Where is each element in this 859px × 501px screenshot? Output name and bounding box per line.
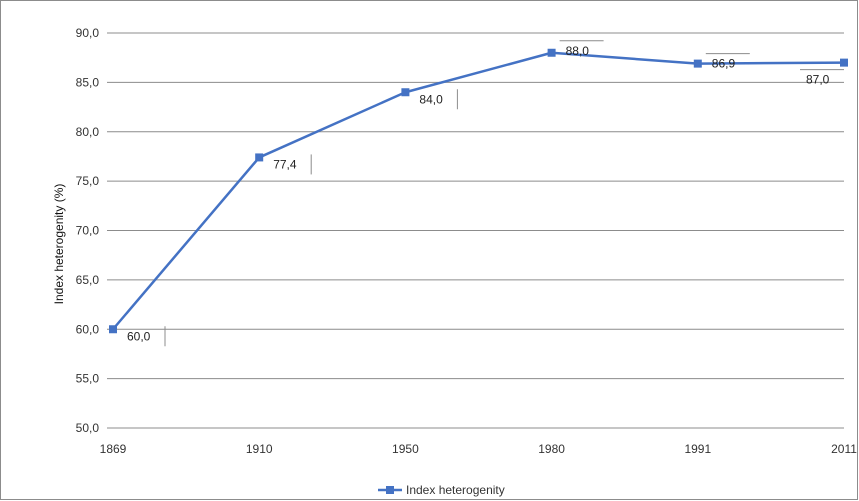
y-tick-label: 55,0: [76, 372, 100, 386]
data-label: 77,4: [273, 157, 297, 171]
data-label: 86,9: [712, 57, 736, 71]
data-point: [401, 88, 410, 97]
legend: Index heterogenity: [378, 483, 505, 497]
y-tick-label: 75,0: [76, 174, 100, 188]
legend-square-marker: [386, 486, 394, 494]
y-tick-label: 50,0: [76, 421, 100, 435]
y-tick-label: 90,0: [76, 26, 100, 40]
data-point: [109, 325, 117, 334]
series-group: [109, 48, 848, 334]
data-point: [547, 48, 556, 57]
x-tick-label: 2011: [831, 442, 857, 456]
x-axis-ticks: 1869 1910 1950 1980 1991 2011: [100, 442, 858, 456]
data-label: 84,0: [419, 92, 443, 106]
data-point: [255, 153, 264, 162]
gridlines: [107, 32, 844, 429]
legend-entry: Index heterogenity: [406, 483, 505, 497]
data-label: 60,0: [127, 329, 151, 343]
y-tick-label: 60,0: [76, 322, 100, 336]
data-label: 88,0: [566, 44, 590, 58]
y-tick-label: 85,0: [76, 75, 100, 89]
data-point: [693, 59, 702, 68]
data-labels: 60,0 77,4 84,0 88,0 86,9 87,0: [127, 40, 844, 347]
data-point: [840, 58, 848, 67]
x-tick-label: 1980: [538, 442, 565, 456]
y-tick-label: 80,0: [76, 125, 100, 139]
data-label: 87,0: [806, 73, 830, 87]
y-axis-label: Index heterogenity (%): [52, 184, 66, 305]
y-tick-label: 70,0: [76, 224, 100, 238]
y-axis-ticks: 90,0 85,0 80,0 75,0 70,0 65,0 60,0 55,0 50,0: [76, 26, 100, 435]
x-tick-label: 1991: [684, 442, 711, 456]
x-tick-label: 1910: [246, 442, 273, 456]
series-line: [112, 51, 845, 331]
y-tick-label: 65,0: [76, 273, 100, 287]
x-tick-label: 1950: [392, 442, 419, 456]
x-tick-label: 1869: [100, 442, 127, 456]
